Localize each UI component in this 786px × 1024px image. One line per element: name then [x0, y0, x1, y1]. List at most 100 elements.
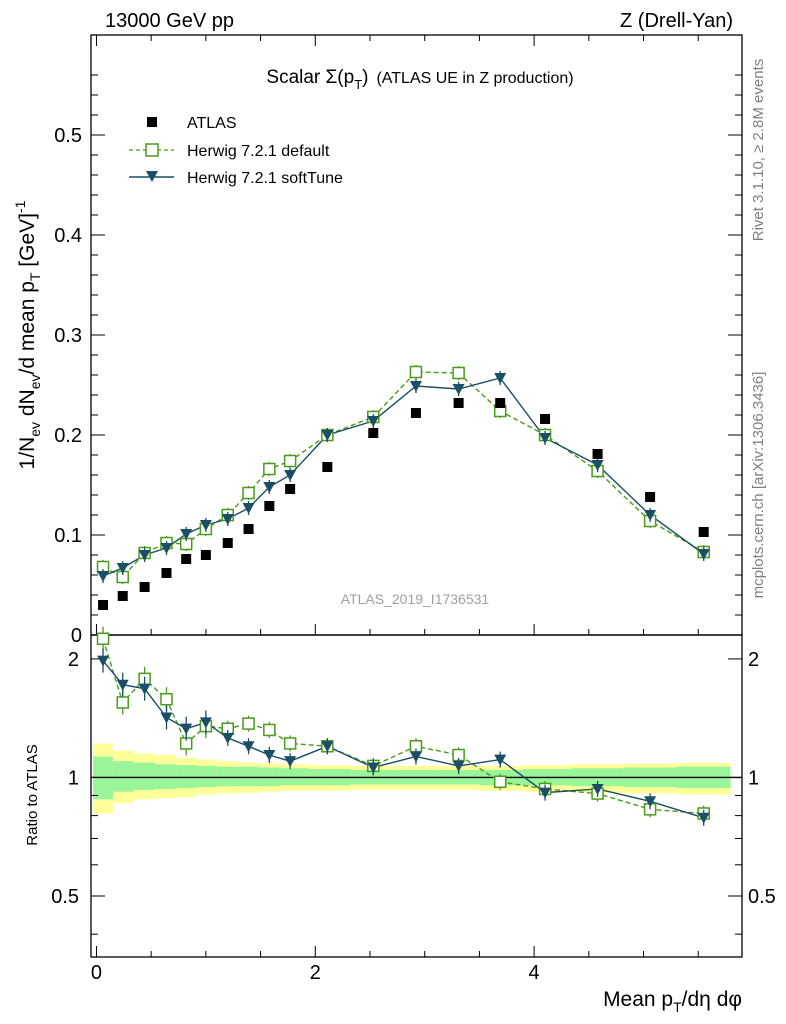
- band-green-5: [196, 765, 217, 788]
- energy-label: 13000 GeV pp: [105, 10, 234, 32]
- ratio-point-1-16: [591, 783, 604, 795]
- ratio-point-1-10: [321, 741, 334, 753]
- y-tick-label-4: 0.4: [54, 225, 82, 247]
- ratio-point-1-14: [494, 754, 507, 766]
- legend: ATLAS Herwig 7.2.1 default Herwig 7.2.1 …: [129, 115, 343, 187]
- main-point-1-18: [697, 549, 710, 560]
- y-tick-label-2: 0.2: [54, 425, 82, 447]
- atlas-point-6: [222, 538, 233, 548]
- y-tick-label-1: 0.1: [54, 525, 82, 547]
- legend-marker-softtune: [146, 171, 158, 182]
- atlas-point-12: [410, 408, 421, 418]
- ratio-point-1-3: [160, 712, 173, 724]
- atlas-point-11: [368, 428, 379, 438]
- atlas-point-16: [592, 449, 603, 459]
- main-point-1-8: [263, 482, 276, 493]
- process-label: Z (Drell-Yan): [620, 10, 733, 32]
- x-tick-label-1: 2: [310, 962, 321, 984]
- band-green-1: [112, 761, 134, 792]
- atlas-point-17: [645, 492, 656, 502]
- ratio-point-0-9: [283, 737, 297, 750]
- main-point-1-3: [160, 543, 173, 554]
- x-tick-label-0: 0: [91, 962, 102, 984]
- series: [96, 365, 710, 826]
- ratio-point-1-13: [452, 760, 465, 772]
- main-point-0-7: [242, 486, 255, 500]
- main-point-1-9: [284, 470, 297, 481]
- ratio-point-1-17: [644, 796, 657, 808]
- ratio-frame: [90, 634, 743, 958]
- ratio-point-0-3: [160, 692, 173, 706]
- main-point-1-14: [494, 373, 507, 384]
- ratio-tick-label-1: 1: [68, 767, 79, 789]
- atlas-point-8: [264, 501, 275, 511]
- band-green-6: [216, 766, 239, 787]
- title-prefix: Scalar Σ(p: [266, 67, 354, 88]
- ratio-y-label: Ratio to ATLAS: [24, 744, 41, 845]
- ratio-point-1-0: [97, 655, 110, 667]
- atlas-point-7: [243, 524, 254, 534]
- ratio-tick-label-right-2: 2: [748, 649, 759, 671]
- y-tick-label-0: 0: [71, 625, 82, 647]
- ratio-tick-label-0: 0.5: [51, 886, 79, 908]
- ratio-point-1-8: [263, 750, 276, 762]
- axis-ticks: 0 2 400.10.20.30.40.50.5 0.51 12 2: [51, 35, 776, 984]
- main-point-1-6: [221, 514, 234, 525]
- ratio-point-0-1: [116, 696, 129, 709]
- title-note: (ATLAS UE in Z production): [376, 70, 573, 87]
- analysis-id: ATLAS_2019_I1736531: [341, 591, 490, 607]
- main-point-1-10: [321, 430, 334, 441]
- ratio-uncertainty-bands: [91, 743, 742, 814]
- main-point-1-0: [97, 571, 110, 582]
- title-sub: T: [354, 77, 362, 92]
- main-point-1-13: [452, 384, 465, 395]
- atlas-point-0: [98, 600, 109, 610]
- main-point-1-16: [591, 460, 604, 471]
- ratio-point-1-18: [697, 812, 710, 824]
- legend-marker-atlas: [147, 117, 157, 127]
- main-line-0: [102, 371, 705, 578]
- main-point-0-12: [409, 365, 423, 379]
- ratio-tick-label-right-1: 1: [748, 767, 759, 789]
- y-axis-label: 1/Nev dNev/d mean pT [GeV]-1: [12, 200, 43, 469]
- ratio-tick-label-2: 2: [68, 649, 79, 671]
- rivet-label: Rivet 3.1.10, ≥ 2.8M events: [750, 59, 767, 242]
- atlas-point-15: [540, 414, 551, 424]
- main-point-1-15: [539, 433, 552, 444]
- atlas-point-9: [285, 484, 296, 494]
- atlas-point-13: [453, 398, 464, 408]
- ratio-point-1-15: [539, 787, 552, 799]
- main-point-1-12: [409, 381, 422, 392]
- main-point-0-13: [452, 366, 465, 380]
- main-point-0-9: [283, 454, 297, 468]
- ratio-point-1-1: [116, 679, 129, 691]
- main-point-1-11: [367, 416, 380, 427]
- ratio-tick-label-right-0: 0.5: [748, 886, 776, 908]
- x-tick-label-2: 4: [529, 962, 540, 984]
- atlas-point-4: [181, 554, 192, 564]
- y-tick-label-3: 0.3: [54, 325, 82, 347]
- main-line-1: [102, 377, 705, 577]
- legend-marker-default: [145, 143, 159, 157]
- ratio-point-0-0: [96, 632, 110, 646]
- ratio-point-0-14: [493, 775, 507, 789]
- ratio-point-1-9: [284, 756, 297, 768]
- atlas-point-10: [322, 462, 333, 472]
- main-point-1-5: [199, 520, 212, 531]
- legend-label-softtune: Herwig 7.2.1 softTune: [187, 170, 343, 187]
- atlas-point-5: [200, 550, 211, 560]
- ratio-point-0-7: [242, 717, 255, 730]
- ratio-point-1-2: [138, 683, 151, 695]
- atlas-point-2: [139, 582, 150, 592]
- ratio-point-1-4: [180, 723, 193, 735]
- main-point-0-8: [263, 462, 276, 476]
- band-green-3: [155, 764, 177, 789]
- ratio-point-1-12: [409, 751, 422, 763]
- main-point-1-1: [116, 563, 129, 574]
- band-green-7: [238, 766, 259, 787]
- mcplots-label: mcplots.cern.ch [arXiv:1306.3436]: [750, 372, 767, 599]
- main-point-1-4: [180, 529, 193, 540]
- ratio-point-0-8: [263, 723, 276, 737]
- ratio-point-1-11: [367, 762, 380, 774]
- ratio-point-1-5: [199, 717, 212, 729]
